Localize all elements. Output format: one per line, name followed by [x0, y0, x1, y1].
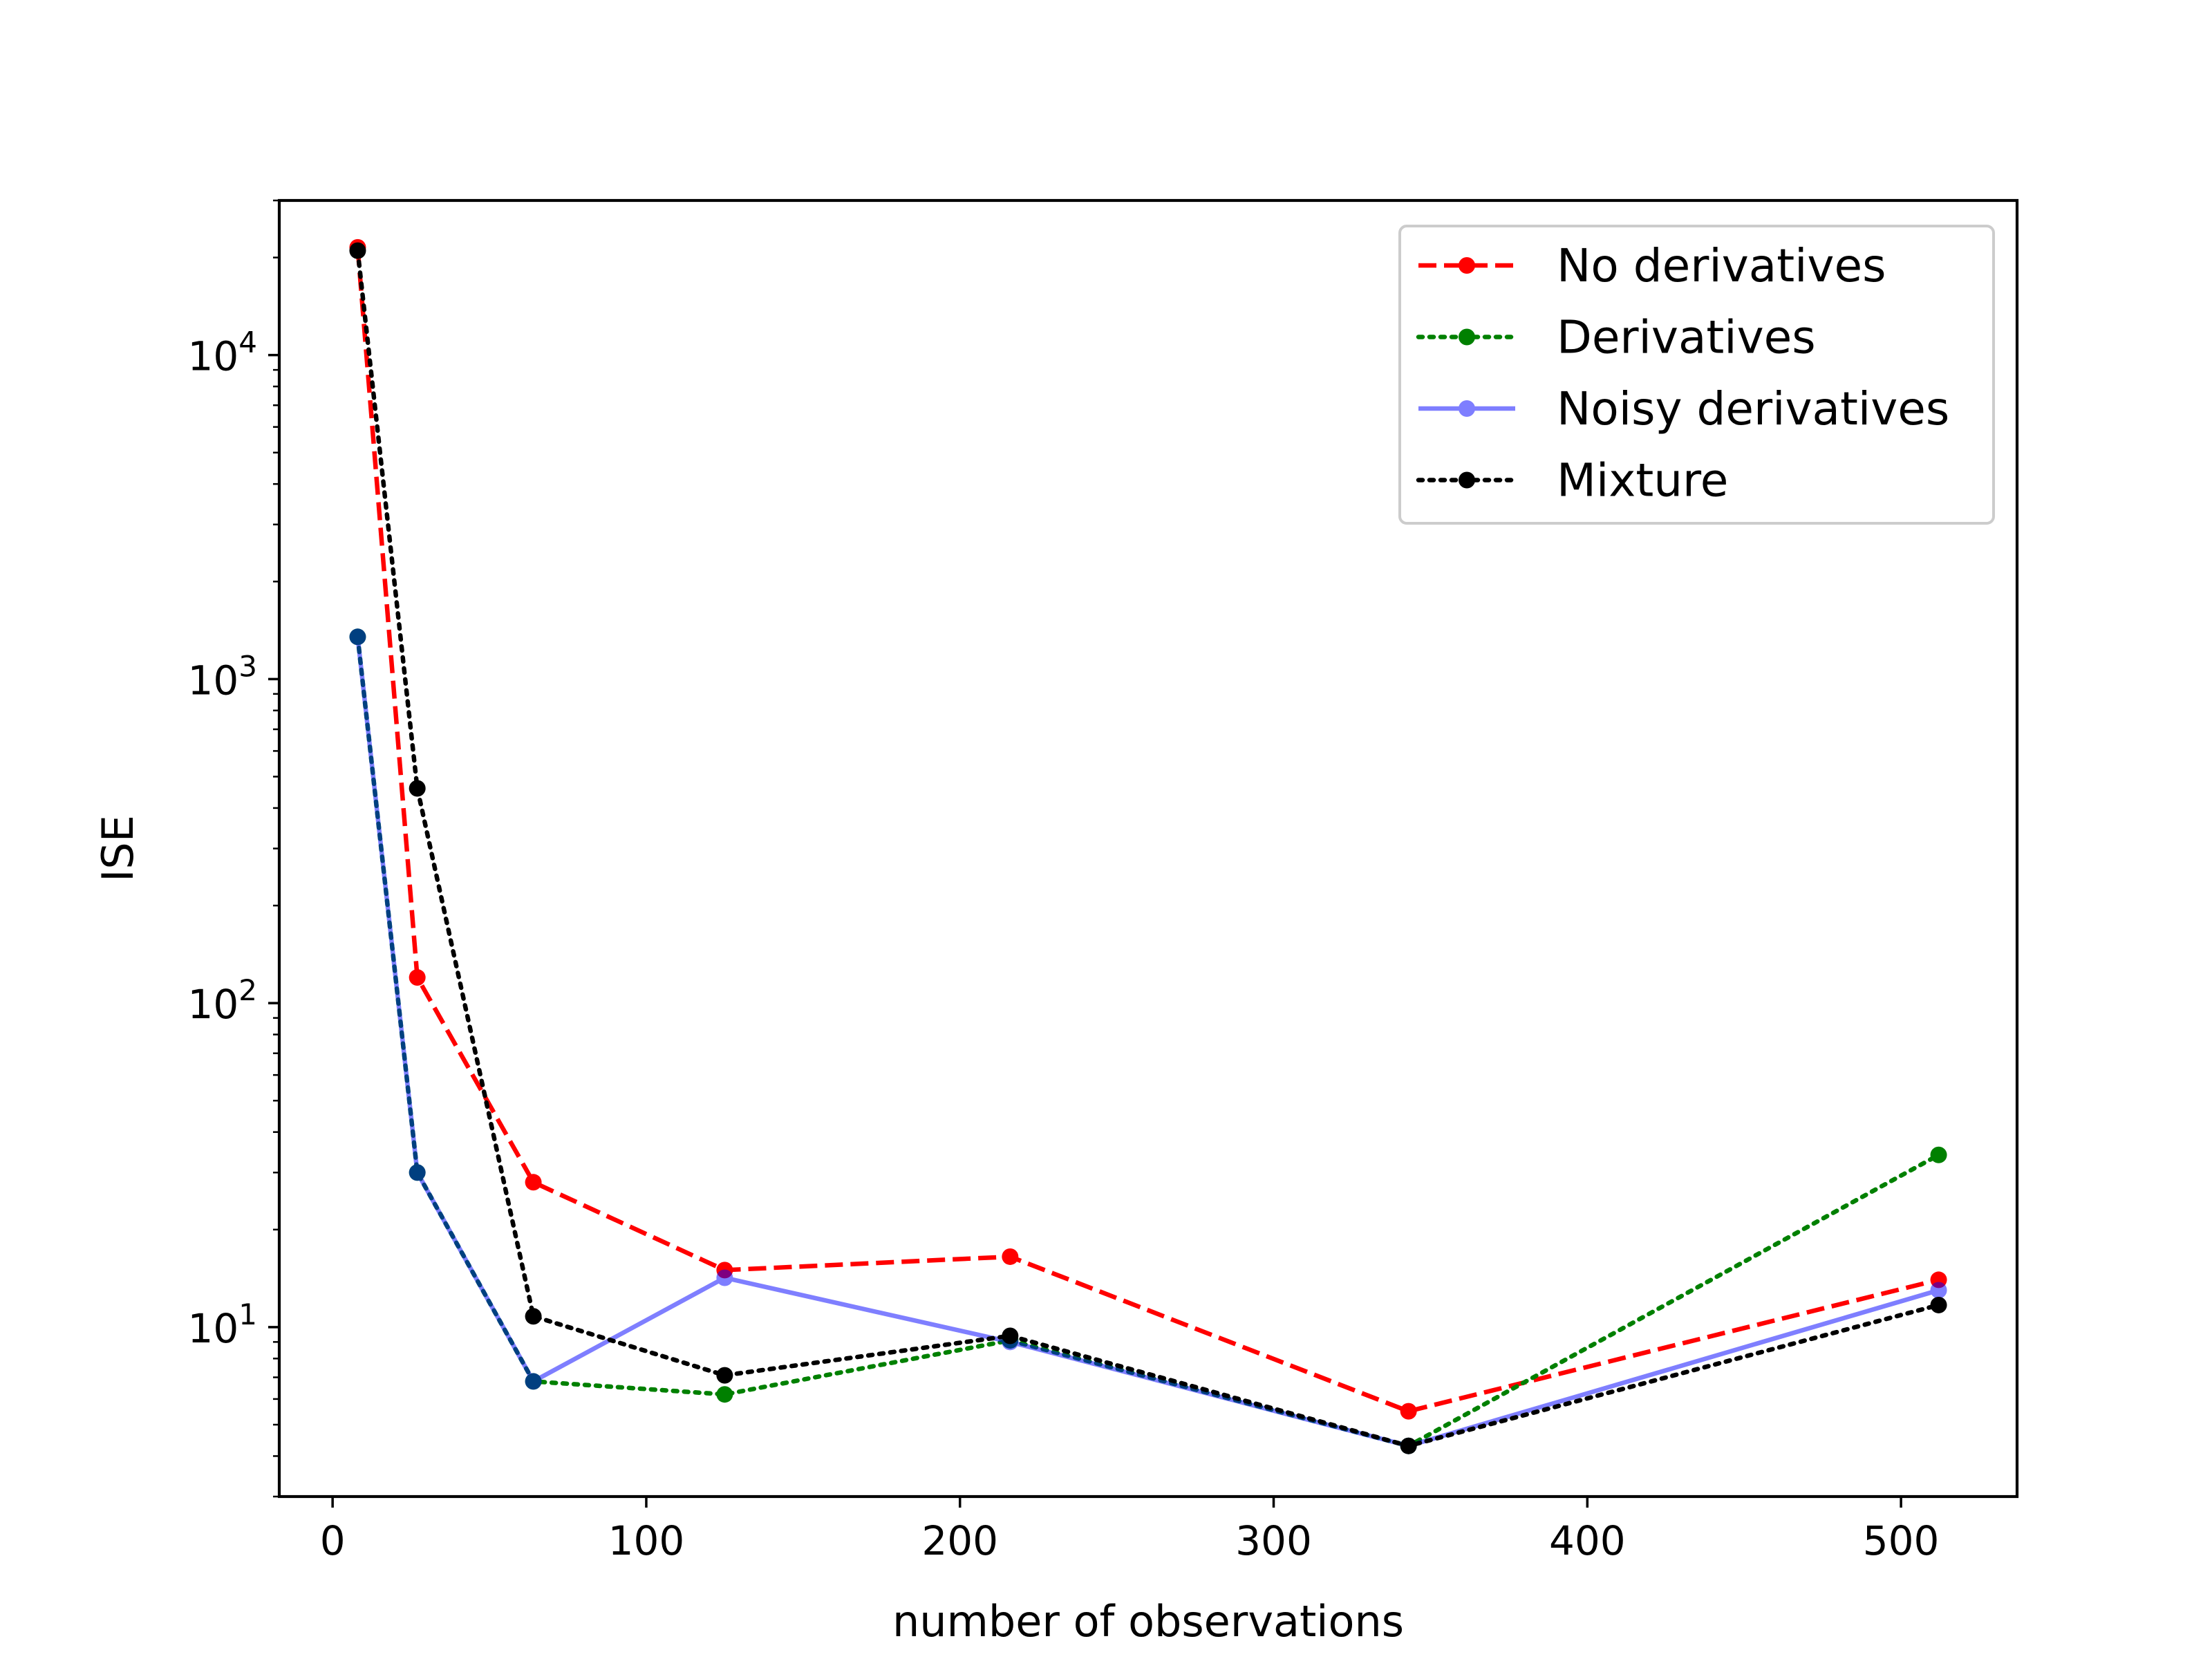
y-tick-label: 101: [187, 1297, 257, 1352]
legend-entry: [1416, 328, 1518, 346]
data-point: [409, 780, 426, 797]
data-point: [1400, 1403, 1417, 1420]
legend-marker: [1459, 328, 1475, 346]
x-tick-label: 100: [608, 1517, 685, 1564]
legend-label: Derivatives: [1557, 311, 1816, 364]
data-point: [1002, 1327, 1019, 1344]
data-point: [716, 1386, 733, 1403]
legend: No derivatives Derivatives Noisy derivativ…: [1398, 225, 1995, 525]
y-tick-label: 103: [187, 649, 257, 704]
legend-label: Noisy derivatives: [1557, 382, 1949, 435]
data-point: [525, 1174, 542, 1191]
legend-marker: [1459, 257, 1475, 274]
y-axis-label: ISE: [93, 815, 143, 882]
legend-label: No derivatives: [1557, 239, 1886, 292]
legend-entry: [1418, 257, 1515, 274]
data-point: [349, 242, 366, 259]
x-tick-label: 500: [1863, 1517, 1940, 1564]
legend-marker: [1459, 400, 1475, 417]
x-tick-label: 400: [1549, 1517, 1626, 1564]
x-tick-label: 200: [921, 1517, 998, 1564]
data-point: [409, 1164, 426, 1181]
y-tick-label: 102: [187, 973, 257, 1028]
data-point: [409, 969, 426, 986]
data-point: [525, 1308, 542, 1325]
y-tick-label: 104: [187, 326, 257, 380]
data-point: [1400, 1437, 1417, 1454]
data-point: [525, 1373, 542, 1390]
series-mixture: [349, 242, 1947, 1454]
data-point: [1002, 1248, 1019, 1265]
x-tick-label: 300: [1235, 1517, 1312, 1564]
legend-entry: [1416, 471, 1518, 489]
x-axis-label: number of observations: [892, 1596, 1404, 1647]
data-point: [1930, 1146, 1947, 1163]
ticks-layer: 0 100 200 300 400 500 101 102 103 104: [187, 199, 1940, 1564]
data-point: [1930, 1296, 1947, 1313]
data-point: [716, 1367, 733, 1384]
series-layer: [349, 238, 1947, 1454]
legend-entry: [1418, 400, 1515, 417]
data-point: [1930, 1282, 1947, 1299]
data-point: [716, 1269, 733, 1286]
legend-label: Mixture: [1557, 454, 1728, 507]
data-point: [349, 628, 366, 646]
x-tick-label: 0: [320, 1517, 346, 1564]
legend-box: [1398, 225, 1995, 525]
legend-marker: [1459, 471, 1475, 489]
